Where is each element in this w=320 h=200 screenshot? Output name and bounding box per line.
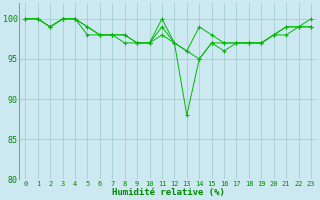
X-axis label: Humidité relative (%): Humidité relative (%) <box>112 188 225 197</box>
